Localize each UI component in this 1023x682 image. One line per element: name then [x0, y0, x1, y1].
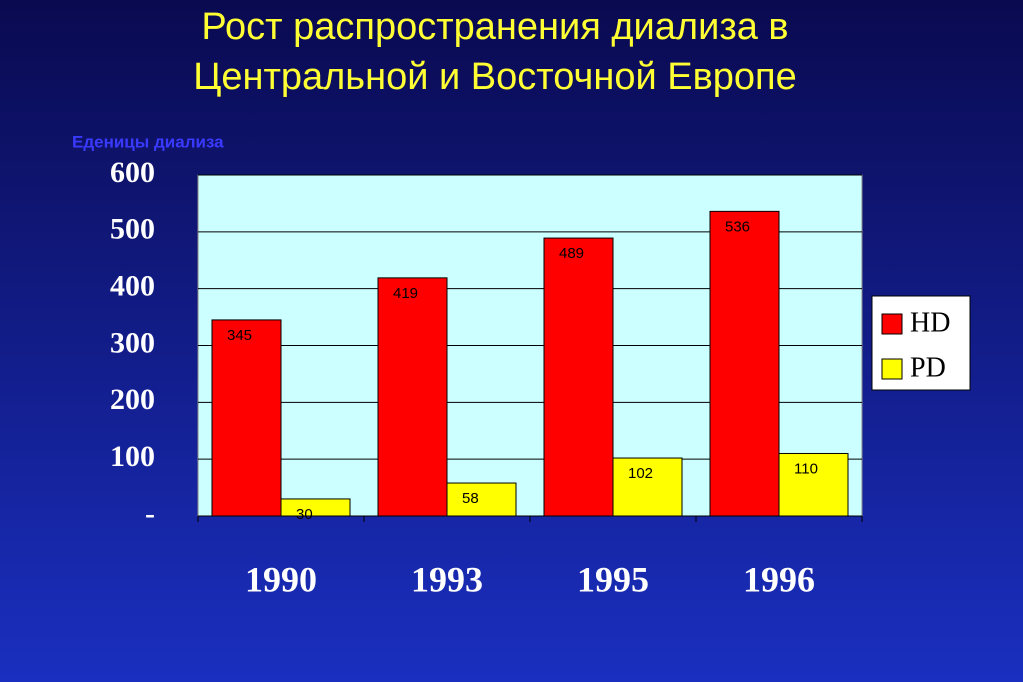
y-tick-label: 200	[110, 383, 155, 416]
chart-title: Рост распространения диализа в Центральн…	[193, 6, 797, 98]
y-tick-label: 400	[110, 270, 155, 303]
y-tick-label: 100	[110, 440, 155, 473]
x-tick-label: 1996	[743, 559, 815, 599]
x-tick-label: 1995	[577, 559, 649, 599]
data-label: 30	[296, 506, 313, 523]
legend-swatch	[881, 313, 903, 335]
bar	[709, 210, 780, 517]
x-tick-label: 1993	[411, 559, 483, 599]
legend-swatch	[881, 358, 903, 380]
data-label: 110	[794, 460, 818, 477]
data-label: 419	[393, 285, 418, 302]
y-tick-label: 600	[110, 156, 155, 189]
bar	[446, 482, 517, 517]
y-tick-label: 500	[110, 213, 155, 246]
data-label: 489	[559, 245, 584, 262]
y-axis-label: Еденицы диализа	[72, 132, 224, 151]
data-label: 102	[628, 465, 653, 482]
data-label: 345	[227, 327, 252, 344]
legend-label: PD	[910, 352, 946, 383]
x-tick-label: 1990	[245, 559, 317, 599]
y-tick-label: -	[145, 497, 155, 530]
data-label: 536	[725, 218, 750, 235]
data-label: 58	[462, 490, 479, 507]
legend-label: HD	[910, 307, 950, 338]
bar	[612, 457, 683, 517]
bar	[778, 452, 849, 517]
y-tick-label: 300	[110, 326, 155, 359]
bar	[543, 237, 614, 517]
bar	[280, 498, 351, 517]
bar	[211, 319, 282, 517]
bar	[377, 277, 448, 517]
